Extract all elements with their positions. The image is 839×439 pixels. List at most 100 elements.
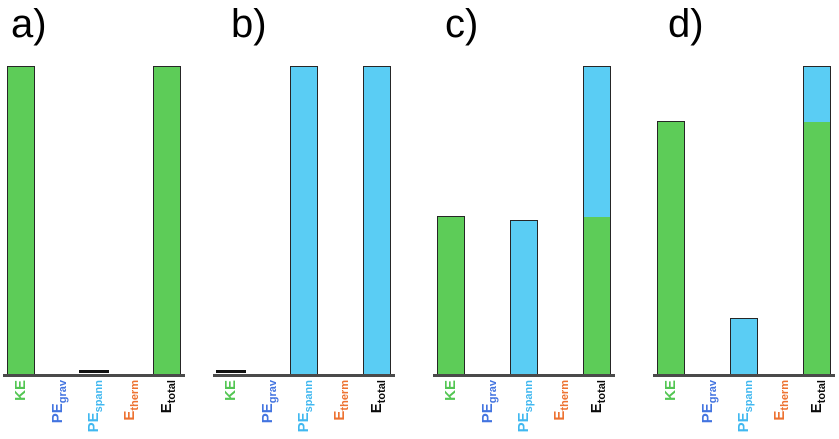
category-label-cell: PEspann [506, 377, 542, 439]
plot-area [213, 60, 395, 377]
bar-segment-cyan [731, 318, 758, 374]
category-label-pegrav: PEgrav [258, 380, 279, 424]
category-label-pespann: PEspann [85, 380, 106, 433]
panel-letter: b) [231, 2, 267, 46]
plot-area [653, 60, 835, 377]
bar-slot-pespann [286, 60, 322, 374]
category-label-etotal: Etotal [157, 380, 178, 414]
category-label-ke: KE [662, 380, 680, 401]
category-label-etotal: Etotal [587, 380, 608, 414]
category-label-cell: KE [433, 377, 469, 439]
category-label-etherm: Etherm [551, 380, 572, 421]
bar-segment-green [803, 122, 830, 374]
bar-etotal [582, 66, 611, 374]
bar-slot-pespann [726, 60, 762, 374]
category-label-cell: Etherm [762, 377, 798, 439]
category-label-cell: KE [213, 377, 249, 439]
bar-slot-ke [3, 60, 39, 374]
category-label-ke: KE [222, 380, 240, 401]
bar-etotal [802, 66, 831, 374]
bar-slot-pegrav [689, 60, 725, 374]
axis-labels: KE PEgrav PEspann Etherm Etotal [3, 377, 185, 439]
category-label-etherm: Etherm [771, 380, 792, 421]
bar-slot-etherm [542, 60, 578, 374]
category-label-cell: Etotal [359, 377, 395, 439]
bar-slot-etherm [322, 60, 358, 374]
category-label-cell: PEgrav [39, 377, 75, 439]
bar-slot-etherm [112, 60, 148, 374]
plot-area [3, 60, 185, 377]
bar-slot-pespann [506, 60, 542, 374]
zero-value-marker [79, 370, 110, 373]
bar-pespann [510, 219, 539, 374]
panel-d: d) KE PEgrav PEspann Etherm Etotal [651, 0, 839, 439]
bar-pespann [730, 317, 759, 374]
bar-slot-pegrav [249, 60, 285, 374]
bar-slot-etotal [579, 60, 615, 374]
plot-area [433, 60, 615, 377]
bar-segment-green [153, 67, 180, 374]
category-label-pegrav: PEgrav [698, 380, 719, 424]
category-label-pegrav: PEgrav [48, 380, 69, 424]
zero-value-marker [216, 370, 247, 373]
panel-c: c) KE PEgrav PEspann Etherm Etotal [431, 0, 640, 439]
bar-pespann [290, 66, 319, 374]
category-label-cell: PEspann [76, 377, 112, 439]
category-label-pespann: PEspann [295, 380, 316, 433]
bar-slot-pegrav [39, 60, 75, 374]
axis-labels: KE PEgrav PEspann Etherm Etotal [653, 377, 835, 439]
category-label-cell: PEspann [286, 377, 322, 439]
bar-etotal [152, 66, 181, 374]
bar-segment-cyan [511, 220, 538, 374]
bar-slot-pegrav [469, 60, 505, 374]
bar-segment-cyan [803, 67, 830, 123]
category-label-cell: Etherm [542, 377, 578, 439]
bar-segment-cyan [583, 67, 610, 218]
category-label-cell: Etotal [799, 377, 835, 439]
bar-slot-etotal [359, 60, 395, 374]
bar-slot-etotal [799, 60, 835, 374]
axis-labels: KE PEgrav PEspann Etherm Etotal [213, 377, 395, 439]
category-label-cell: PEgrav [689, 377, 725, 439]
bar-slot-etotal [149, 60, 185, 374]
category-label-cell: KE [3, 377, 39, 439]
category-label-cell: PEgrav [249, 377, 285, 439]
category-label-pegrav: PEgrav [478, 380, 499, 424]
bar-ke [437, 216, 466, 374]
category-label-pespann: PEspann [735, 380, 756, 433]
bar-segment-green [8, 67, 35, 374]
bar-slot-ke [213, 60, 249, 374]
category-label-cell: Etherm [322, 377, 358, 439]
bar-etotal [362, 66, 391, 374]
axis-labels: KE PEgrav PEspann Etherm Etotal [433, 377, 615, 439]
category-label-etotal: Etotal [367, 380, 388, 414]
category-label-cell: KE [653, 377, 689, 439]
bar-slot-pespann [76, 60, 112, 374]
category-label-cell: Etotal [579, 377, 615, 439]
panel-a: a) KE PEgrav PEspann Etherm Etotal [1, 0, 210, 439]
category-label-ke: KE [442, 380, 460, 401]
bar-segment-green [583, 217, 610, 374]
bar-ke [657, 121, 686, 374]
bar-segment-green [438, 217, 465, 374]
category-label-ke: KE [12, 380, 30, 401]
bar-slot-etherm [762, 60, 798, 374]
bar-slot-ke [433, 60, 469, 374]
panel-letter: d) [668, 2, 704, 46]
category-label-pespann: PEspann [515, 380, 536, 433]
category-label-cell: PEspann [726, 377, 762, 439]
bar-segment-cyan [291, 67, 318, 374]
bar-ke [7, 66, 36, 374]
bar-segment-green [658, 122, 685, 374]
category-label-etherm: Etherm [331, 380, 352, 421]
category-label-cell: Etherm [112, 377, 148, 439]
panel-letter: a) [11, 2, 47, 46]
category-label-cell: PEgrav [469, 377, 505, 439]
category-label-etherm: Etherm [121, 380, 142, 421]
category-label-etotal: Etotal [807, 380, 828, 414]
category-label-cell: Etotal [149, 377, 185, 439]
panel-b: b) KE PEgrav PEspann Etherm Etotal [211, 0, 420, 439]
bar-slot-ke [653, 60, 689, 374]
bar-segment-cyan [363, 67, 390, 374]
